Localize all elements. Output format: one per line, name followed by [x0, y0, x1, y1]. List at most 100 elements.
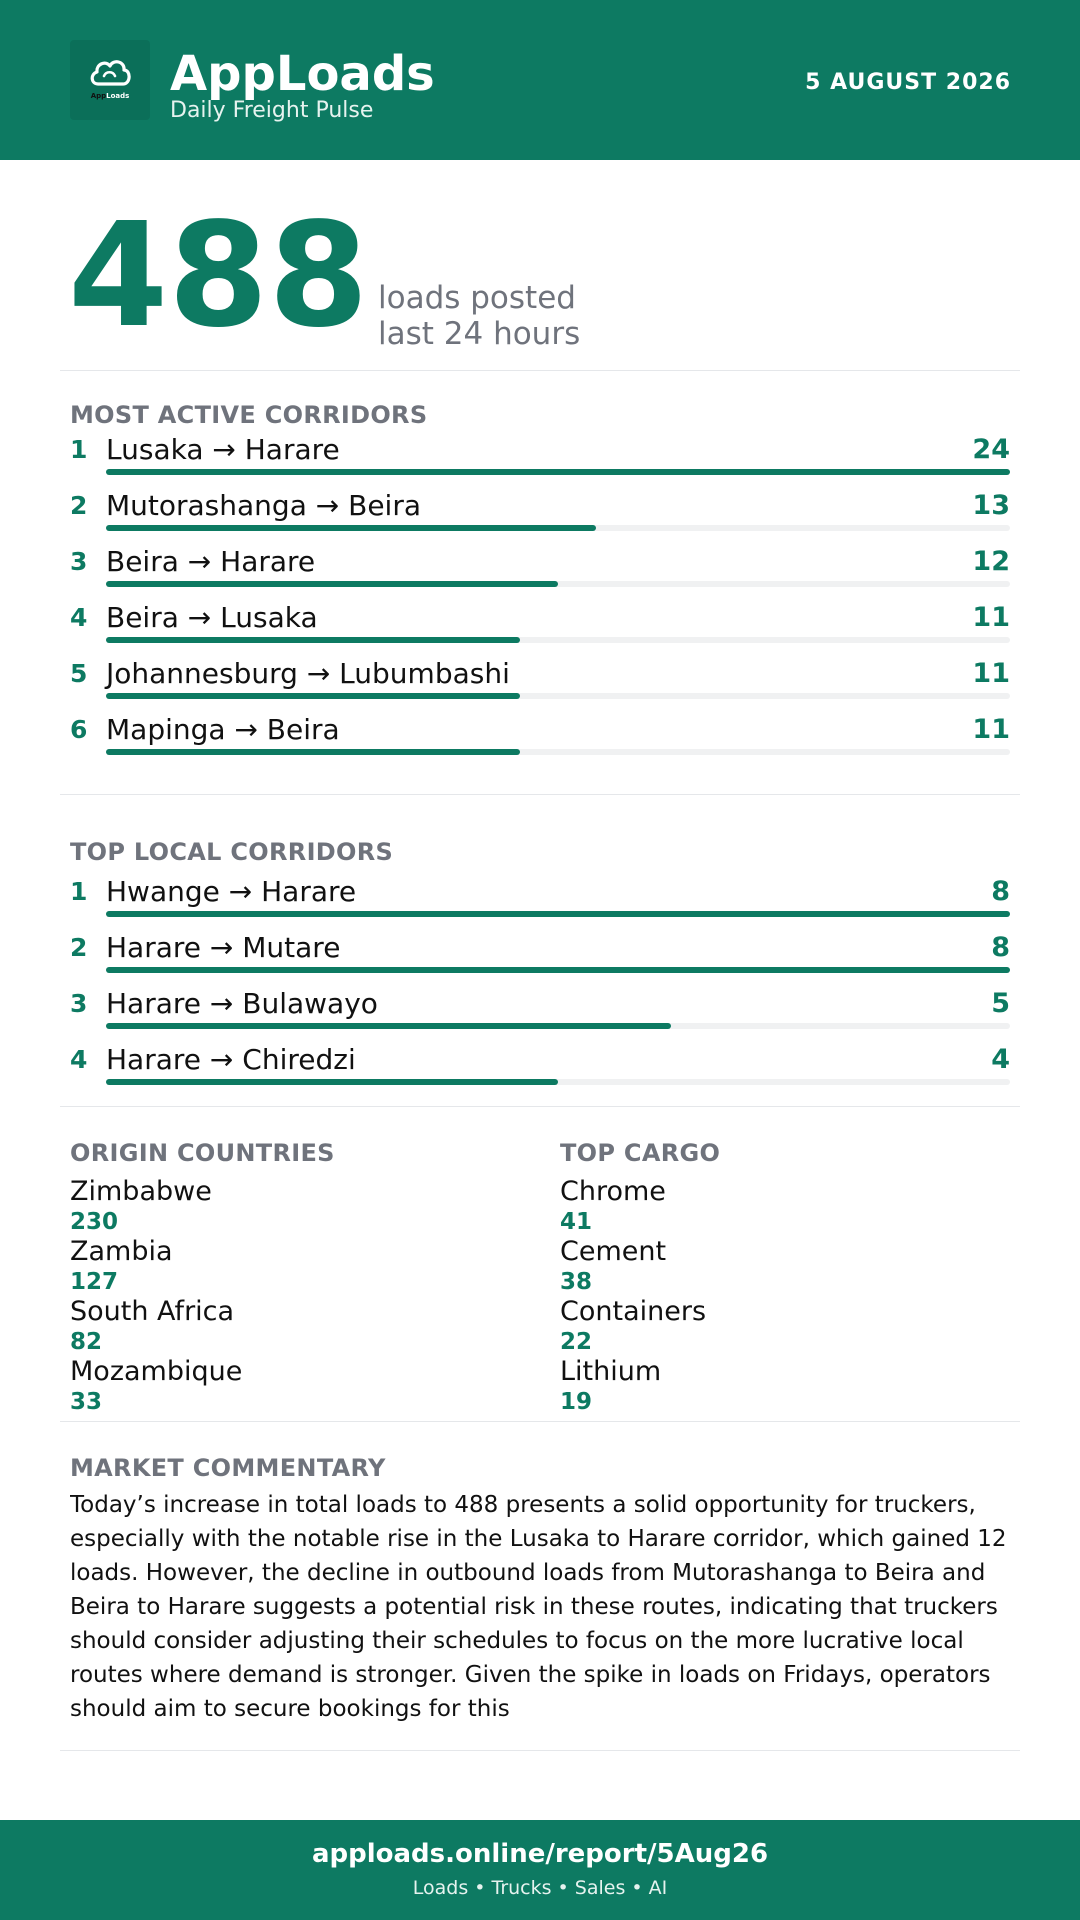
- corridor-rank: 4: [70, 1045, 88, 1074]
- corridor-row: 2 Mutorashanga → Beira 13: [70, 490, 1010, 546]
- cargo-name: Chrome: [560, 1176, 666, 1207]
- app-logo: AppLoads: [70, 40, 150, 120]
- corridor-bar-track: [106, 749, 1010, 755]
- corridor-bar-track: [106, 1079, 1010, 1085]
- corridor-row: 6 Mapinga → Beira 11: [70, 714, 1010, 770]
- corridor-row: 4 Harare → Chiredzi 4: [70, 1044, 1010, 1100]
- header-bar: AppLoads AppLoads Daily Freight Pulse 5 …: [0, 0, 1080, 160]
- cargo-name: Cement: [560, 1236, 667, 1267]
- caption-line-2: last 24 hours: [378, 316, 581, 352]
- corridor-route: Beira → Harare: [106, 545, 316, 578]
- app-name: AppLoads: [170, 46, 435, 102]
- cargo-name: Lithium: [560, 1356, 662, 1387]
- list-item: Zimbabwe 230: [70, 1177, 510, 1237]
- corridor-row: 4 Beira → Lusaka 11: [70, 602, 1010, 658]
- footer-bar: apploads.online/report/5Aug26 Loads • Tr…: [0, 1820, 1080, 1920]
- corridor-bar-track: [106, 1023, 1010, 1029]
- corridor-route: Harare → Chiredzi: [106, 1043, 356, 1076]
- corridor-route: Hwange → Harare: [106, 875, 357, 908]
- logo-wordmark: AppLoads: [90, 92, 130, 100]
- report-link[interactable]: apploads.online/report/5Aug26: [311, 1839, 769, 1869]
- corridor-route: Lusaka → Harare: [106, 433, 340, 466]
- corridor-count: 4: [991, 1044, 1010, 1075]
- cargo-count: 19: [560, 1389, 593, 1415]
- cargo-count: 41: [560, 1209, 593, 1235]
- corridor-route: Mapinga → Beira: [106, 713, 340, 746]
- corridor-bar-track: [106, 581, 1010, 587]
- list-item: Chrome 41: [560, 1177, 1000, 1237]
- cloud-logo-icon: [90, 60, 131, 86]
- corridor-bar-track: [106, 637, 1010, 643]
- corridor-bar-track: [106, 469, 1010, 475]
- corridor-count: 8: [991, 876, 1010, 907]
- corridor-bar-fill: [106, 967, 1010, 973]
- corridor-rank: 2: [70, 933, 88, 962]
- divider: [60, 1106, 1020, 1107]
- report-date: 5 AUGUST 2026: [805, 70, 1011, 95]
- corridor-count: 8: [991, 932, 1010, 963]
- corridor-rank: 6: [70, 715, 88, 744]
- corridor-count: 24: [972, 434, 1010, 465]
- total-loads-value: 488: [68, 191, 369, 359]
- corridor-bar-track: [106, 911, 1010, 917]
- country-name: South Africa: [70, 1296, 235, 1327]
- origin-countries-list: Zimbabwe 230 Zambia 127 South Africa 82 …: [70, 1177, 510, 1417]
- corridor-bar-fill: [106, 693, 521, 699]
- corridor-row: 3 Beira → Harare 12: [70, 546, 1010, 602]
- corridor-route: Beira → Lusaka: [106, 601, 318, 634]
- corridor-bar-fill: [106, 911, 1010, 917]
- total-loads-caption: loads posted last 24 hours: [378, 280, 580, 352]
- corridor-count: 5: [991, 988, 1010, 1019]
- app-subtitle: Daily Freight Pulse: [170, 98, 374, 123]
- divider: [60, 794, 1020, 795]
- corridor-route: Harare → Bulawayo: [106, 987, 378, 1020]
- cargo-name: Containers: [560, 1296, 707, 1327]
- corridor-bar-fill: [106, 637, 521, 643]
- corridor-route: Johannesburg → Lubumbashi: [106, 657, 510, 690]
- corridor-bar-fill: [106, 525, 596, 531]
- corridor-rank: 2: [70, 491, 88, 520]
- corridor-rank: 4: [70, 603, 88, 632]
- country-count: 82: [70, 1329, 103, 1355]
- list-item: South Africa 82: [70, 1297, 510, 1357]
- corridor-count: 12: [972, 546, 1010, 577]
- corridor-row: 1 Lusaka → Harare 24: [70, 434, 1010, 490]
- corridor-rank: 3: [70, 547, 88, 576]
- cargo-count: 38: [560, 1269, 593, 1295]
- section-title-local-corridors: TOP LOCAL CORRIDORS: [70, 838, 394, 866]
- list-item: Cement 38: [560, 1237, 1000, 1297]
- country-name: Zimbabwe: [70, 1176, 212, 1207]
- corridor-bar-track: [106, 693, 1010, 699]
- section-title-top-cargo: TOP CARGO: [560, 1139, 721, 1167]
- corridor-bar-fill: [106, 1023, 671, 1029]
- country-count: 230: [70, 1209, 119, 1235]
- section-title-market-commentary: MARKET COMMENTARY: [70, 1454, 386, 1482]
- country-count: 127: [70, 1269, 119, 1295]
- list-item: Zambia 127: [70, 1237, 510, 1297]
- corridor-row: 5 Johannesburg → Lubumbashi 11: [70, 658, 1010, 714]
- country-name: Mozambique: [70, 1356, 243, 1387]
- corridor-row: 1 Hwange → Harare 8: [70, 876, 1010, 932]
- market-commentary-text: Today’s increase in total loads to 488 p…: [70, 1492, 1007, 1722]
- corridor-bar-fill: [106, 749, 521, 755]
- divider: [60, 370, 1020, 371]
- corridor-bar-track: [106, 525, 1010, 531]
- section-title-origin-countries: ORIGIN COUNTRIES: [70, 1139, 335, 1167]
- corridor-count: 11: [972, 658, 1010, 689]
- corridor-row: 2 Harare → Mutare 8: [70, 932, 1010, 988]
- list-item: Lithium 19: [560, 1357, 1000, 1417]
- section-title-active-corridors: MOST ACTIVE CORRIDORS: [70, 401, 428, 429]
- list-item: Containers 22: [560, 1297, 1000, 1357]
- corridor-route: Harare → Mutare: [106, 931, 341, 964]
- divider: [60, 1750, 1020, 1751]
- corridor-count: 11: [972, 602, 1010, 633]
- corridor-route: Mutorashanga → Beira: [106, 489, 421, 522]
- corridor-count: 13: [972, 490, 1010, 521]
- corridor-bar-track: [106, 967, 1010, 973]
- footer-tagline: Loads • Trucks • Sales • AI: [412, 1877, 668, 1899]
- list-item: Mozambique 33: [70, 1357, 510, 1417]
- corridor-count: 11: [972, 714, 1010, 745]
- corridor-rank: 3: [70, 989, 88, 1018]
- corridor-row: 3 Harare → Bulawayo 5: [70, 988, 1010, 1044]
- corridor-rank: 1: [70, 877, 88, 906]
